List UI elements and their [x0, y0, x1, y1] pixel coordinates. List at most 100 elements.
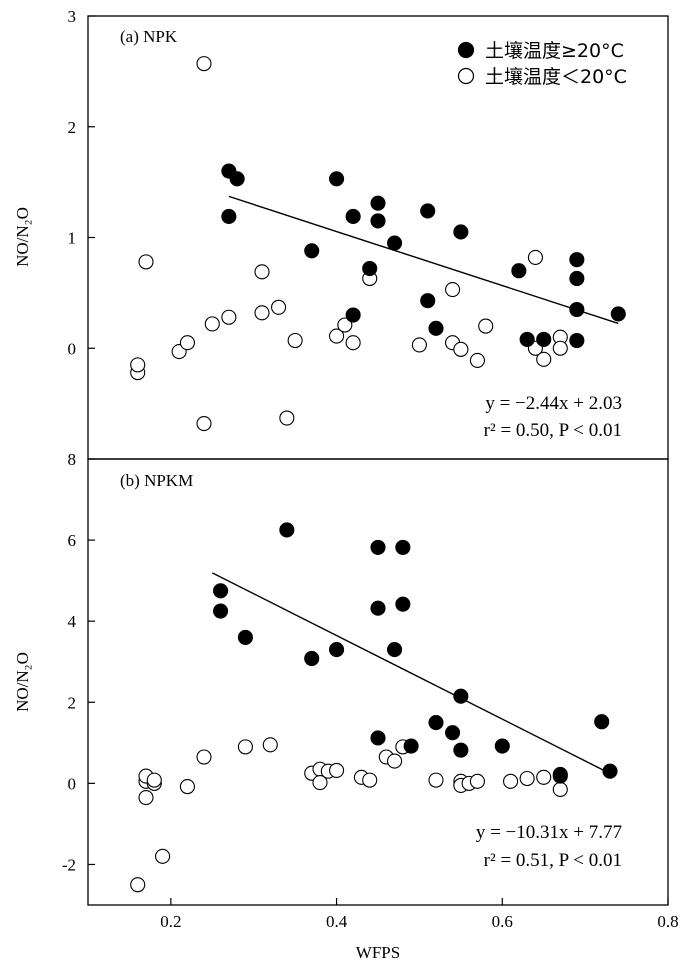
data-point-cool — [536, 769, 552, 785]
data-point-cool — [503, 773, 519, 789]
y-tick-label: 2 — [68, 118, 77, 137]
data-point-cool — [345, 335, 361, 351]
data-point-cool — [428, 772, 444, 788]
panel-a-points — [130, 56, 626, 432]
data-point-warm — [511, 263, 527, 279]
data-point-warm — [519, 331, 535, 347]
data-point-warm — [602, 763, 618, 779]
data-point-cool — [138, 254, 154, 270]
data-point-warm — [279, 522, 295, 538]
panel-b-stats: r² = 0.51, P < 0.01 — [484, 850, 622, 871]
data-point-warm — [329, 642, 345, 658]
panel-b-equation: y = −10.31x + 7.77 — [476, 822, 622, 843]
data-point-warm — [221, 208, 237, 225]
data-point-cool — [254, 305, 270, 321]
data-point-cool — [411, 337, 427, 353]
data-point-cool — [312, 775, 328, 791]
y-tick-label: 8 — [68, 450, 77, 469]
panel-b-x-axis: 0.2 0.4 0.6 0.8 — [160, 898, 679, 931]
data-point-cool — [130, 357, 146, 373]
data-point-cool — [155, 848, 171, 864]
data-point-cool — [254, 264, 270, 280]
data-point-cool — [204, 316, 220, 332]
data-point-warm — [213, 603, 229, 619]
data-point-cool — [362, 772, 378, 788]
y-tick-label: -2 — [62, 855, 76, 874]
panel-a-equation: y = −2.44x + 2.03 — [485, 393, 622, 414]
data-point-cool — [445, 282, 461, 298]
data-point-warm — [229, 171, 245, 187]
data-point-warm — [403, 738, 419, 754]
data-point-cool — [387, 753, 403, 769]
data-point-cool — [552, 340, 568, 356]
panel-b-y-axis: -2 0 2 4 6 8 — [62, 450, 95, 874]
data-point-cool — [287, 332, 303, 349]
y-tick-label: 2 — [68, 693, 77, 712]
legend: 土壤温度≥20°C 土壤温度＜20°C — [457, 40, 627, 88]
data-point-cool — [130, 877, 146, 893]
data-point-cool — [279, 410, 295, 426]
data-point-cool — [519, 770, 535, 787]
data-point-warm — [370, 730, 386, 746]
data-point-warm — [304, 650, 320, 667]
y-tick-label: 6 — [68, 531, 77, 550]
data-point-warm — [387, 642, 403, 658]
panel-a-y-axis: 0 1 2 3 — [68, 7, 95, 358]
panel-a-npk: 0 1 2 3 (a) NPK 土壤温度≥20°C 土壤温度＜20°C y = −2.… — [13, 7, 669, 460]
data-point-warm — [610, 306, 626, 322]
data-point-warm — [428, 320, 444, 336]
data-point-warm — [370, 539, 386, 555]
y-tick-label: 0 — [68, 339, 77, 358]
data-point-warm — [345, 307, 361, 323]
data-point-warm — [453, 742, 469, 758]
data-point-warm — [395, 539, 411, 555]
x-axis-title: WFPS — [356, 943, 400, 962]
x-tick-label: 0.2 — [160, 912, 181, 931]
data-point-warm — [453, 224, 469, 240]
data-point-cool — [453, 341, 469, 357]
data-point-cool — [237, 739, 253, 755]
legend-open-marker — [457, 67, 475, 85]
data-point-warm — [569, 270, 585, 287]
data-point-cool — [536, 351, 552, 367]
data-point-warm — [594, 714, 610, 730]
data-point-warm — [445, 725, 461, 741]
data-point-warm — [420, 203, 436, 219]
panel-b-fit-line — [211, 572, 611, 775]
legend-label-warm: 土壤温度≥20°C — [485, 40, 624, 62]
data-point-cool — [138, 790, 154, 806]
data-point-warm — [387, 235, 403, 251]
data-point-cool — [179, 335, 195, 351]
regression-line — [211, 572, 611, 775]
panel-b-frame — [87, 458, 669, 906]
data-point-cool — [527, 249, 543, 265]
data-point-cool — [478, 318, 494, 334]
data-point-cool — [329, 762, 345, 778]
data-point-cool — [469, 773, 485, 789]
data-point-cool — [221, 309, 237, 325]
panel-b-y-axis-title: NO/N₂O — [13, 652, 32, 712]
data-point-warm — [370, 213, 386, 229]
x-tick-label: 0.4 — [326, 912, 348, 931]
y-tick-label: 0 — [68, 774, 77, 793]
panel-b-npkm: -2 0 2 4 6 8 0.2 0.4 0.6 0.8 (b) NPKM y = −10.31… — [13, 450, 679, 962]
data-point-warm — [304, 243, 320, 259]
data-point-warm — [329, 171, 345, 187]
data-point-warm — [569, 332, 585, 349]
panel-a-stats: r² = 0.50, P < 0.01 — [484, 420, 622, 441]
data-point-warm — [395, 596, 411, 612]
data-point-warm — [370, 195, 386, 211]
data-point-warm — [237, 629, 253, 645]
y-tick-label: 1 — [68, 229, 77, 248]
legend-label-cool: 土壤温度＜20°C — [485, 66, 627, 88]
data-point-warm — [536, 331, 552, 347]
data-point-warm — [370, 600, 386, 616]
data-point-warm — [569, 252, 585, 268]
legend-filled-marker — [457, 41, 475, 59]
data-point-cool — [196, 749, 212, 765]
data-point-warm — [494, 738, 510, 754]
data-point-warm — [420, 293, 436, 309]
data-point-cool — [196, 56, 212, 72]
data-point-cool — [196, 416, 212, 432]
